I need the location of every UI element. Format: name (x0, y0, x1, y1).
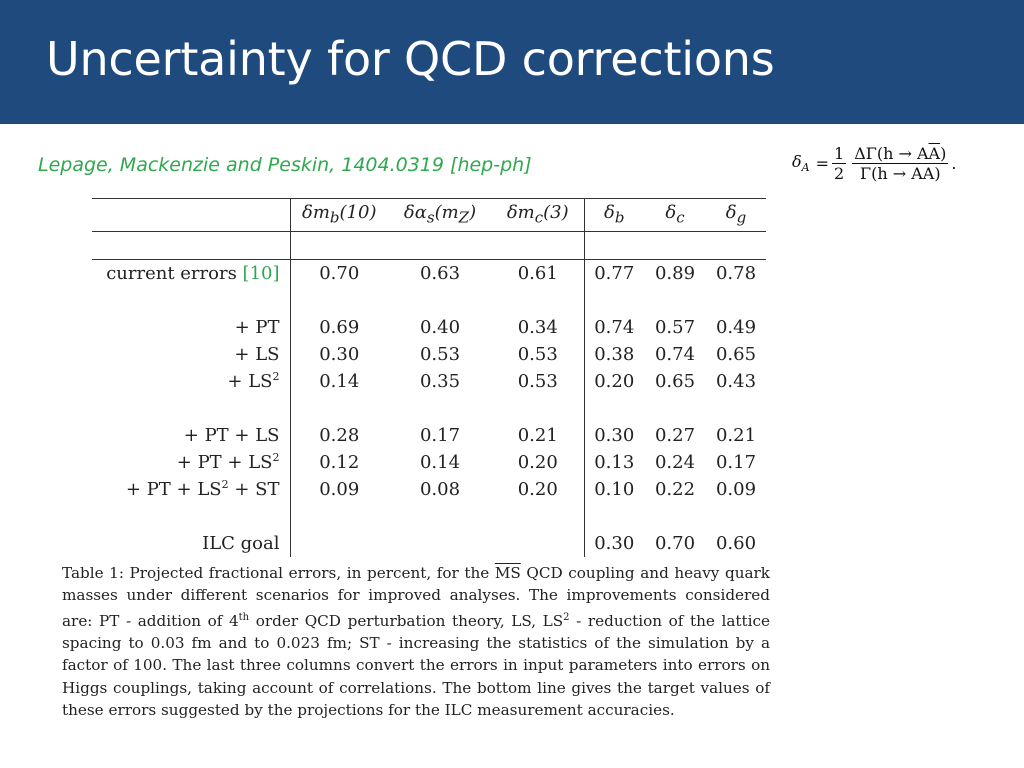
table-cell: 0.40 (419, 317, 461, 338)
table-cell: 0.69 (319, 317, 360, 338)
column-header: δmb(10) (302, 201, 377, 227)
delta-formula: δA = 1 2 ΔΓ(h → AA) Γ(h → AA) . (792, 144, 956, 183)
table-cell: 0.14 (419, 452, 461, 473)
row-label: + PT + LS2 (92, 449, 291, 476)
table-cell: 0.53 (419, 344, 461, 365)
projected-errors-table: δmb(10) δαs(mZ) δmc(3) δb δc δg current … (92, 198, 766, 557)
table-cell: 0.14 (319, 371, 360, 392)
table-cell: 0.17 (715, 452, 757, 473)
table-cell: 0.70 (319, 263, 360, 284)
table-cell: 0.30 (594, 425, 635, 446)
table-row: + LS2 0.14 0.35 0.53 0.20 0.65 0.43 (92, 368, 766, 395)
table-cell: 0.20 (594, 371, 635, 392)
formula-fraction-width: ΔΓ(h → AA) Γ(h → AA) (852, 144, 949, 183)
formula-period: . (951, 154, 957, 173)
row-label: + PT + LS (92, 422, 291, 449)
table-cell: 0.74 (594, 317, 635, 338)
citation-ref-link[interactable]: [10] (242, 263, 280, 284)
table-row: + PT 0.69 0.40 0.34 0.74 0.57 0.49 (92, 314, 766, 341)
table-cell: 0.38 (594, 344, 635, 365)
formula-numerator: ΔΓ(h → AA) (852, 144, 949, 164)
table-cell (492, 530, 585, 557)
table-cell: 0.53 (492, 368, 585, 395)
table-cell: 0.10 (594, 479, 635, 500)
table-caption: Table 1: Projected fractional errors, in… (62, 564, 770, 719)
table-cell: 0.09 (319, 479, 360, 500)
table-cell: 0.13 (594, 452, 635, 473)
slide-title: Uncertainty for QCD corrections (46, 32, 775, 86)
table-cell: 0.74 (654, 344, 696, 365)
table-row: ILC goal 0.30 0.70 0.60 (92, 530, 766, 557)
table-cell: 0.17 (419, 425, 461, 446)
row-label: + PT (92, 314, 291, 341)
column-header: δg (725, 201, 747, 227)
table-cell: 0.12 (319, 452, 360, 473)
table-cell: 0.49 (715, 317, 757, 338)
table-cell (290, 530, 388, 557)
table-cell: 0.35 (419, 371, 461, 392)
table-cell: 0.27 (654, 425, 696, 446)
table-cell: 0.61 (492, 259, 585, 287)
citation: Lepage, Mackenzie and Peskin, 1404.0319 … (38, 154, 532, 176)
row-label: ILC goal (92, 530, 291, 557)
table-cell: 0.78 (715, 263, 757, 284)
table-row: + PT + LS2 + ST 0.09 0.08 0.20 0.10 0.22… (92, 476, 766, 503)
column-header: δαs(mZ) (403, 201, 477, 227)
row-label: + LS2 (92, 368, 291, 395)
table-row: current errors [10] 0.70 0.63 0.61 0.77 … (92, 259, 766, 287)
formula-lhs: δA (792, 152, 810, 175)
table-cell: 0.60 (715, 533, 757, 554)
table-cell: 0.08 (419, 479, 461, 500)
table-cell: 0.77 (594, 263, 635, 284)
table-row: + PT + LS 0.28 0.17 0.21 0.30 0.27 0.21 (92, 422, 766, 449)
table-cell: 0.30 (594, 533, 635, 554)
table-cell (388, 530, 492, 557)
table-cell: 0.43 (715, 371, 757, 392)
formula-equals: = (815, 154, 829, 173)
table-cell: 0.70 (654, 533, 696, 554)
table-cell: 0.34 (492, 314, 585, 341)
table-cell: 0.65 (654, 371, 696, 392)
table-cell: 0.65 (715, 344, 757, 365)
table-cell: 0.63 (419, 263, 461, 284)
table-cell: 0.57 (654, 317, 696, 338)
table-cell: 0.22 (654, 479, 696, 500)
table-cell: 0.89 (654, 263, 696, 284)
table-cell: 0.09 (715, 479, 757, 500)
table-cell: 0.24 (654, 452, 696, 473)
table-cell: 0.53 (492, 341, 585, 368)
table-cell: 0.21 (492, 422, 585, 449)
column-header: δb (604, 201, 625, 227)
row-label: current errors [10] (92, 259, 291, 287)
formula-fraction-half: 1 2 (832, 144, 847, 183)
formula-denominator: Γ(h → AA) (859, 164, 941, 183)
table-header-row: δmb(10) δαs(mZ) δmc(3) δb δc δg (92, 198, 766, 232)
header-label-cell (92, 198, 291, 232)
table-row: + LS 0.30 0.53 0.53 0.38 0.74 0.65 (92, 341, 766, 368)
row-label: + LS (92, 341, 291, 368)
row-label: + PT + LS2 + ST (92, 476, 291, 503)
table-cell: 0.20 (492, 476, 585, 503)
column-header: δc (665, 201, 685, 227)
table-cell: 0.21 (715, 425, 757, 446)
column-header: δmc(3) (492, 198, 585, 232)
table-cell: 0.20 (492, 449, 585, 476)
table-row: + PT + LS2 0.12 0.14 0.20 0.13 0.24 0.17 (92, 449, 766, 476)
table-cell: 0.30 (319, 344, 360, 365)
table-cell: 0.28 (319, 425, 360, 446)
title-bar: Uncertainty for QCD corrections (0, 0, 1024, 124)
